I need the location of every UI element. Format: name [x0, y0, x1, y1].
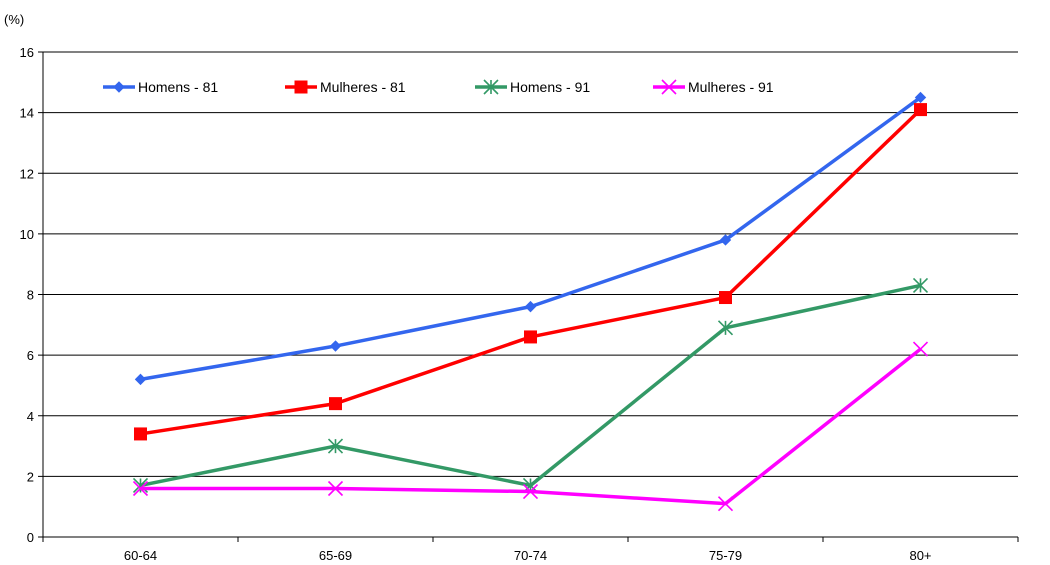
data-point-1-3: [719, 291, 732, 305]
x-axis: 60-64 65-69 70-74 75-79 80+: [42, 52, 1019, 563]
data-point-2-1: [327, 438, 344, 454]
y-tick-label: 12: [20, 166, 34, 181]
data-point-0-3: [719, 234, 732, 246]
y-tick-label: 8: [27, 288, 34, 303]
data-point-3-2: [522, 483, 539, 500]
legend-label: Mulheres - 91: [688, 79, 774, 95]
y-axis-ticks: 0 2 4 6 8 10 12 14 16: [20, 45, 43, 545]
data-point-1-4: [914, 103, 927, 117]
y-tick-label: 14: [20, 106, 34, 121]
legend-marker: [294, 80, 308, 94]
y-tick-label: 6: [27, 348, 34, 363]
data-point-2-4: [912, 277, 929, 293]
data-point-3-4: [912, 341, 929, 357]
data-point-1-2: [524, 330, 537, 344]
data-point-3-0: [132, 480, 149, 497]
data-point-0-2: [524, 300, 537, 313]
data-point-3-1: [327, 480, 344, 497]
legend-marker: [113, 81, 125, 93]
x-tick-label: 80+: [909, 548, 931, 563]
data-point-1-1: [329, 397, 342, 411]
x-tick-label: 70-74: [514, 548, 547, 563]
grid-lines: [43, 51, 1018, 477]
legend-label: Homens - 91: [510, 79, 590, 95]
y-tick-label: 10: [20, 227, 34, 242]
y-tick-label: 16: [20, 45, 34, 60]
data-point-3-3: [717, 496, 734, 512]
series-lines: [132, 91, 929, 512]
y-axis-unit-label: (%): [4, 12, 24, 27]
x-tick-label: 75-79: [709, 548, 742, 563]
data-point-0-4: [914, 91, 927, 104]
x-tick-label: 60-64: [124, 548, 157, 563]
data-point-2-3: [717, 320, 734, 336]
legend: Homens - 81 Mulheres - 81 Homens - 91 Mulhe…: [103, 79, 774, 95]
y-tick-label: 0: [27, 530, 34, 545]
x-tick-label: 65-69: [319, 548, 352, 563]
data-point-0-0: [134, 373, 147, 386]
series-line-2: [140, 283, 921, 488]
y-tick-label: 2: [27, 469, 34, 484]
legend-label: Mulheres - 81: [320, 79, 406, 95]
data-point-1-0: [134, 427, 147, 441]
data-point-0-1: [329, 340, 342, 352]
legend-marker: [661, 79, 677, 95]
legend-label: Homens - 81: [138, 79, 218, 95]
series-line-1: [140, 108, 922, 436]
legend-marker: [483, 79, 499, 95]
y-tick-label: 4: [27, 409, 34, 424]
